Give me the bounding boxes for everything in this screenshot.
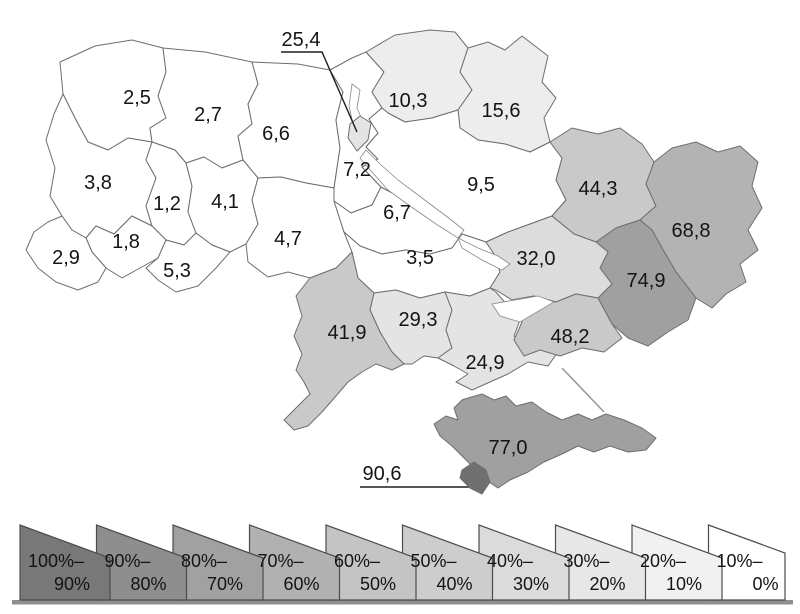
legend-label-top: 50%–: [411, 551, 457, 571]
value-label-kyiv-oblast: 7,2: [343, 159, 371, 181]
legend-label-bottom: 60%: [283, 574, 319, 594]
legend-label-top: 10%–: [717, 551, 763, 571]
legend-label-top: 100%–: [28, 551, 84, 571]
value-label-kharkiv: 44,3: [579, 178, 618, 200]
callout-line-kyiv-city: [281, 51, 358, 133]
legend-baseline-bar: [12, 600, 793, 605]
legend-label-bottom: 30%: [513, 574, 549, 594]
region-crimea: [433, 393, 657, 489]
value-label-volyn: 2,5: [123, 87, 151, 109]
value-label-kirovohrad: 3,5: [406, 247, 434, 269]
map-regions: [25, 29, 763, 489]
legend-swatch-50-40: [401, 524, 494, 601]
value-label-mykolaiv: 29,3: [399, 309, 438, 331]
legend-label-bottom: 70%: [207, 574, 243, 594]
legend-swatch-20-10: [631, 524, 723, 601]
legend: 100%– 90% 90%– 80% 80%– 70% 70%– 60% 60%…: [12, 524, 793, 605]
legend-label-top: 30%–: [564, 551, 610, 571]
arabat-spit: [561, 367, 605, 413]
value-label-vinnytsia: 4,7: [274, 228, 302, 250]
legend-swatch-60-50: [325, 524, 417, 601]
legend-swatch-10-0: [707, 524, 786, 601]
legend-label-top: 90%–: [105, 551, 151, 571]
legend-swatch-80-70: [172, 524, 264, 601]
value-label-ternopil: 1,2: [153, 193, 181, 215]
legend-swatch-70-60: [248, 524, 341, 601]
value-label-zhytomyr: 6,6: [262, 123, 290, 145]
legend-label-bottom: 40%: [436, 574, 472, 594]
legend-label-bottom: 20%: [589, 574, 625, 594]
rivers: [348, 83, 605, 413]
value-label-poltava: 9,5: [467, 174, 495, 196]
region-zakarpattia: [25, 215, 107, 291]
kakhovka-reservoir: [491, 295, 555, 323]
legend-labels: 100%– 90% 90%– 80% 80%– 70% 70%– 60% 60%…: [28, 551, 779, 594]
value-label-luhansk: 68,8: [672, 220, 711, 242]
legend-swatch-40-30: [478, 524, 570, 601]
value-label-zakarpattia: 2,9: [52, 247, 80, 269]
value-label-zaporizhzhia: 48,2: [551, 326, 590, 348]
legend-label-top: 70%–: [258, 551, 304, 571]
value-label-donetsk: 74,9: [627, 270, 666, 292]
value-label-kyiv-city: 25,4: [282, 29, 321, 51]
legend-label-top: 60%–: [334, 551, 380, 571]
region-odesa: [283, 251, 405, 431]
legend-label-top: 20%–: [640, 551, 686, 571]
legend-label-top: 80%–: [181, 551, 227, 571]
legend-swatch-90-80: [95, 524, 188, 601]
legend-swatch-30-20: [554, 524, 647, 601]
value-label-sumy: 15,6: [482, 100, 521, 122]
kremenchuk-reservoir: [457, 237, 511, 271]
legend-label-bottom: 10%: [666, 574, 702, 594]
value-label-chernihiv: 10,3: [389, 90, 428, 112]
value-label-cherkasy: 6,7: [383, 202, 411, 224]
value-label-ivano-frankivsk: 1,8: [112, 231, 140, 253]
legend-swatch-100-90: [19, 524, 111, 601]
region-chernivtsi: [145, 232, 231, 293]
value-label-rivne: 2,7: [194, 104, 222, 126]
region-sumy: [457, 35, 557, 153]
value-label-sevastopol: 90,6: [363, 463, 402, 485]
region-kherson: [437, 287, 559, 391]
value-label-khmelnytskyi: 4,1: [211, 191, 239, 213]
value-label-chernivtsi: 5,3: [163, 260, 191, 282]
region-sevastopol: [459, 461, 491, 495]
value-label-odesa: 41,9: [328, 322, 367, 344]
value-label-kherson: 24,9: [466, 352, 505, 374]
legend-label-bottom: 50%: [360, 574, 396, 594]
value-label-crimea: 77,0: [489, 437, 528, 459]
legend-label-bottom: 0%: [752, 574, 778, 594]
legend-label-bottom: 90%: [54, 574, 90, 594]
value-label-dnipropetrovsk: 32,0: [517, 248, 556, 270]
legend-label-top: 40%–: [487, 551, 533, 571]
value-label-lviv: 3,8: [84, 172, 112, 194]
legend-label-bottom: 80%: [130, 574, 166, 594]
region-value-labels: 2,5 2,7 6,6 7,2 10,3 15,6 3,8 1,2 4,1 1,…: [52, 29, 710, 485]
